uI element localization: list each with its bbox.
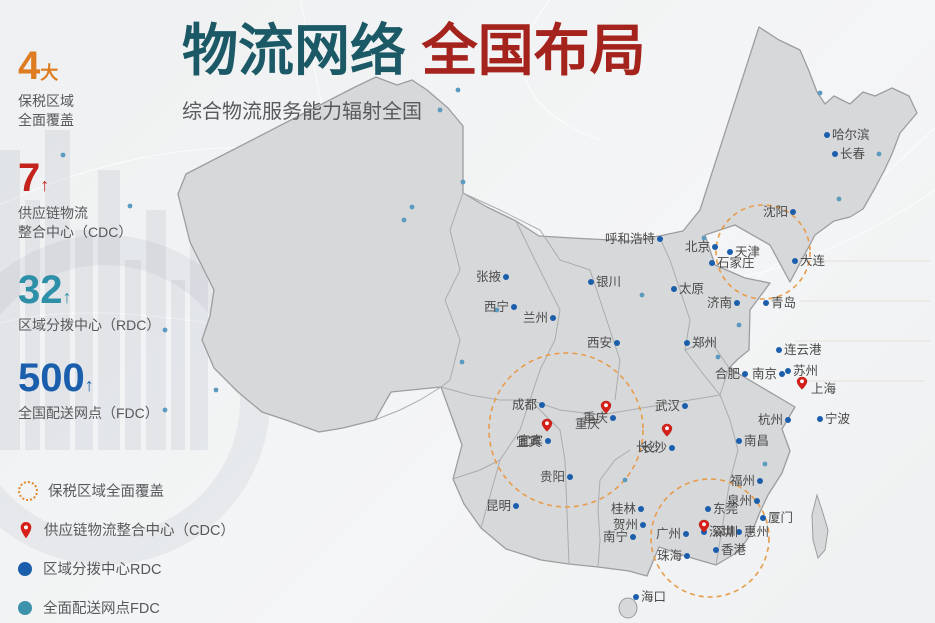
svg-text:郑州: 郑州 [692, 335, 717, 350]
svg-text:长春: 长春 [840, 147, 866, 161]
svg-text:南宁: 南宁 [603, 529, 628, 544]
svg-text:北京: 北京 [685, 240, 710, 254]
svg-text:桂林: 桂林 [611, 501, 637, 516]
svg-text:广州: 广州 [656, 527, 681, 541]
svg-text:呼和浩特: 呼和浩特 [605, 231, 655, 246]
svg-text:大连: 大连 [800, 253, 826, 268]
svg-text:福州: 福州 [730, 473, 755, 488]
svg-text:南京: 南京 [752, 366, 777, 381]
svg-text:南昌: 南昌 [744, 433, 769, 448]
svg-text:海口: 海口 [641, 589, 666, 604]
svg-text:杭州: 杭州 [758, 412, 783, 427]
svg-text:昆明: 昆明 [486, 499, 511, 513]
svg-text:宜宾: 宜宾 [516, 434, 541, 449]
svg-text:济南: 济南 [707, 295, 732, 310]
svg-text:重庆: 重庆 [575, 416, 601, 431]
svg-text:兰州: 兰州 [523, 311, 548, 325]
svg-text:成都: 成都 [512, 398, 538, 412]
svg-text:石家庄: 石家庄 [717, 255, 755, 270]
svg-text:宁波: 宁波 [825, 411, 851, 426]
svg-text:贵阳: 贵阳 [540, 470, 565, 484]
svg-text:青岛: 青岛 [771, 295, 796, 310]
svg-text:哈尔滨: 哈尔滨 [832, 127, 870, 142]
svg-text:西宁: 西宁 [484, 299, 509, 314]
svg-text:东莞: 东莞 [713, 502, 738, 516]
svg-text:珠海: 珠海 [657, 548, 683, 563]
svg-text:厦门: 厦门 [768, 510, 793, 525]
svg-text:银川: 银川 [596, 275, 621, 289]
svg-text:惠州: 惠州 [744, 525, 769, 539]
svg-text:太原: 太原 [679, 281, 704, 296]
svg-text:上海: 上海 [811, 381, 837, 396]
svg-text:长沙: 长沙 [636, 440, 662, 454]
svg-text:武汉: 武汉 [655, 399, 681, 413]
svg-text:西安: 西安 [587, 335, 612, 350]
svg-text:连云港: 连云港 [784, 342, 822, 357]
svg-text:香港: 香港 [721, 543, 747, 557]
svg-text:合肥: 合肥 [715, 366, 741, 381]
svg-text:苏州: 苏州 [793, 363, 818, 378]
svg-text:张掖: 张掖 [476, 269, 502, 284]
svg-text:沈阳: 沈阳 [763, 204, 788, 219]
svg-text:深圳: 深圳 [713, 525, 738, 539]
